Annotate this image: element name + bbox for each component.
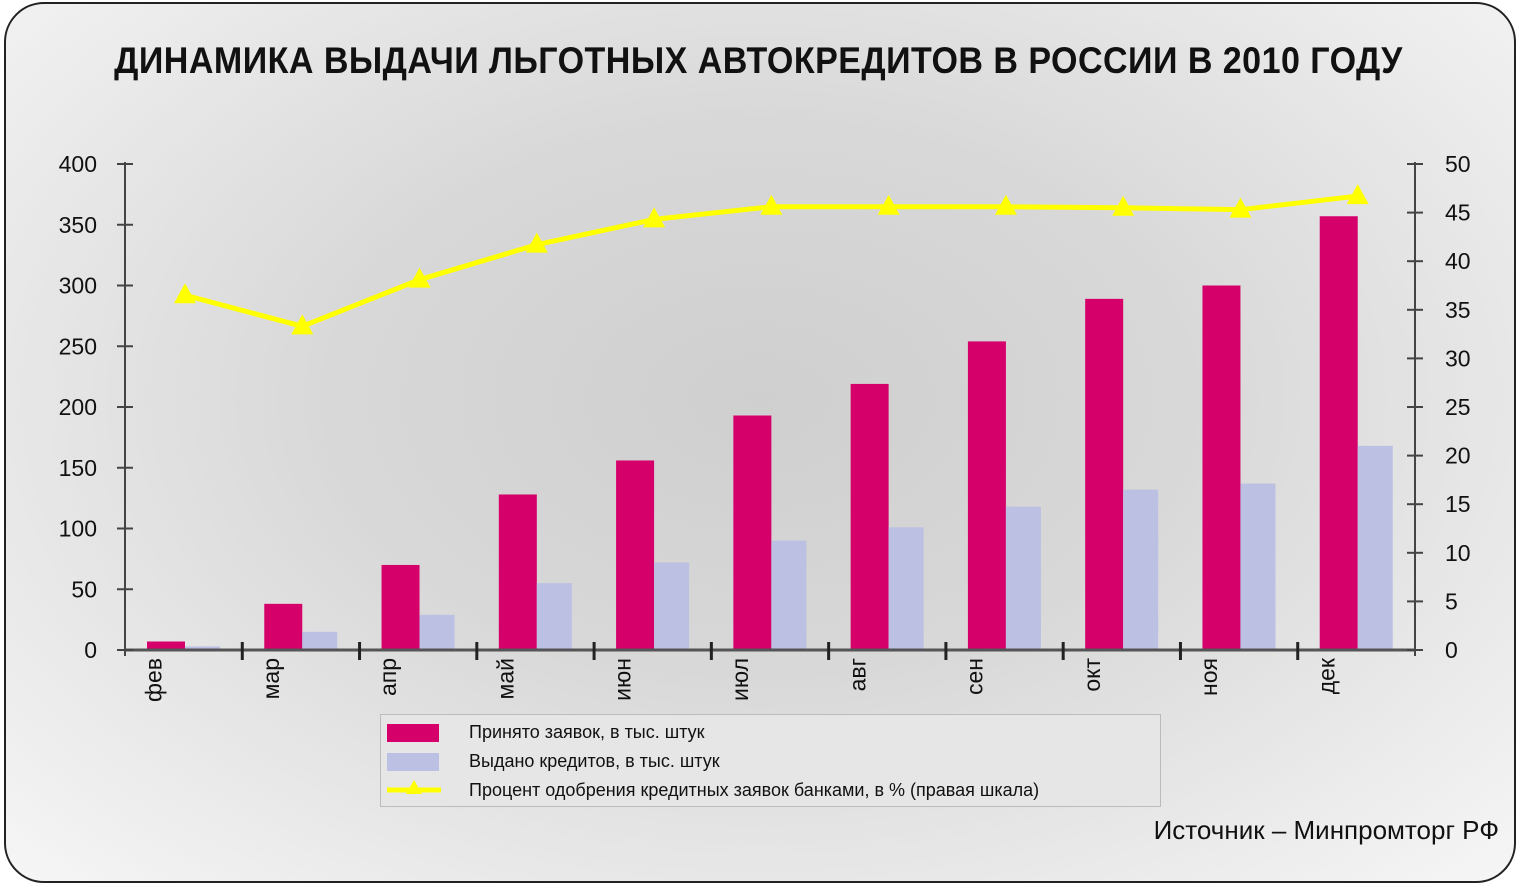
bar-applications — [1202, 285, 1241, 650]
right-tick-label: 5 — [1445, 588, 1458, 614]
legend-item-applications: Принято заявок, в тыс. штук — [381, 719, 1160, 745]
left-tick-label: 50 — [71, 576, 97, 602]
bar-applications — [147, 641, 185, 650]
bar-loans — [888, 527, 924, 650]
x-tick-label: июн — [610, 658, 636, 701]
left-tick-label: 250 — [59, 333, 97, 359]
bar-applications — [733, 415, 772, 650]
bar-loans — [185, 646, 220, 650]
bar-loans — [1357, 445, 1393, 650]
approval-rate-marker — [1229, 197, 1252, 218]
right-tick-label: 10 — [1445, 540, 1471, 566]
legend-label: Процент одобрения кредитных заявок банка… — [469, 780, 1040, 800]
left-tick-label: 100 — [59, 516, 97, 542]
bar-loans — [536, 583, 572, 650]
x-tick-label: окт — [1079, 658, 1105, 692]
legend-swatch-lavender — [387, 753, 439, 771]
right-tick-label: 25 — [1445, 394, 1471, 420]
legend-label: Принято заявок, в тыс. штук — [469, 722, 705, 742]
bar-applications — [616, 460, 655, 650]
left-tick-label: 0 — [84, 637, 97, 663]
bar-applications — [1319, 216, 1358, 650]
chart-title: ДИНАМИКА ВЫДАЧИ ЛЬГОТНЫХ АВТОКРЕДИТОВ В … — [114, 40, 1403, 81]
x-tick-label: авг — [844, 658, 870, 691]
legend-item-loans: Выдано кредитов, в тыс. штук — [381, 748, 1160, 774]
legend: Принято заявок, в тыс. штук Выдано креди… — [380, 714, 1161, 807]
x-tick-label: фев — [141, 658, 167, 702]
approval-rate-marker — [994, 194, 1017, 215]
left-tick-label: 400 — [59, 151, 97, 177]
x-tick-label: дек — [1313, 657, 1339, 694]
approval-rate-marker — [525, 232, 548, 253]
right-tick-label: 30 — [1445, 345, 1471, 371]
approval-rate-marker — [174, 283, 196, 304]
left-tick-label: 350 — [59, 212, 97, 238]
bar-applications — [850, 383, 889, 650]
right-tick-label: 20 — [1445, 443, 1471, 469]
bar-applications — [1085, 298, 1124, 650]
legend-swatch-pink — [387, 724, 439, 742]
legend-label: Выдано кредитов, в тыс. штук — [469, 751, 720, 771]
bar-applications — [967, 341, 1006, 650]
x-tick-label: ноя — [1196, 658, 1222, 696]
bar-applications — [264, 603, 303, 650]
approval-rate-marker — [760, 194, 783, 215]
x-tick-label: мар — [258, 658, 284, 699]
right-tick-label: 50 — [1445, 151, 1471, 177]
bar-loans — [771, 540, 807, 650]
bar-loans — [1005, 506, 1041, 650]
approval-rate-marker — [291, 314, 314, 335]
x-tick-label: июл — [727, 658, 753, 701]
right-tick-label: 40 — [1445, 248, 1471, 274]
source-note: Источник – Минпромторг РФ — [1153, 815, 1499, 845]
bar-loans — [1240, 483, 1276, 650]
bar-loans — [1123, 489, 1159, 650]
approval-rate-marker — [408, 267, 431, 288]
bar-loans — [419, 614, 455, 650]
left-tick-label: 200 — [59, 394, 97, 420]
bar-loans — [302, 631, 338, 650]
bar-applications — [498, 494, 537, 650]
x-tick-label: апр — [375, 658, 401, 696]
left-tick-label: 150 — [59, 455, 97, 481]
right-tick-label: 0 — [1445, 637, 1458, 663]
approval-rate-line — [184, 193, 1359, 329]
bar-applications — [381, 564, 420, 650]
approval-rate-marker — [643, 207, 666, 228]
x-tick-label: май — [492, 658, 518, 699]
legend-swatch-line — [387, 780, 441, 794]
approval-rate-marker — [1346, 184, 1369, 205]
approval-rate-marker — [877, 194, 900, 215]
bar-loans — [654, 562, 690, 650]
left-tick-label: 300 — [59, 273, 97, 299]
x-tick-label: сен — [962, 658, 988, 695]
right-tick-label: 45 — [1445, 200, 1471, 226]
right-tick-label: 35 — [1445, 297, 1471, 323]
right-tick-label: 15 — [1445, 491, 1471, 517]
legend-item-approval-rate: Процент одобрения кредитных заявок банка… — [381, 777, 1160, 803]
approval-rate-marker — [1112, 195, 1135, 216]
